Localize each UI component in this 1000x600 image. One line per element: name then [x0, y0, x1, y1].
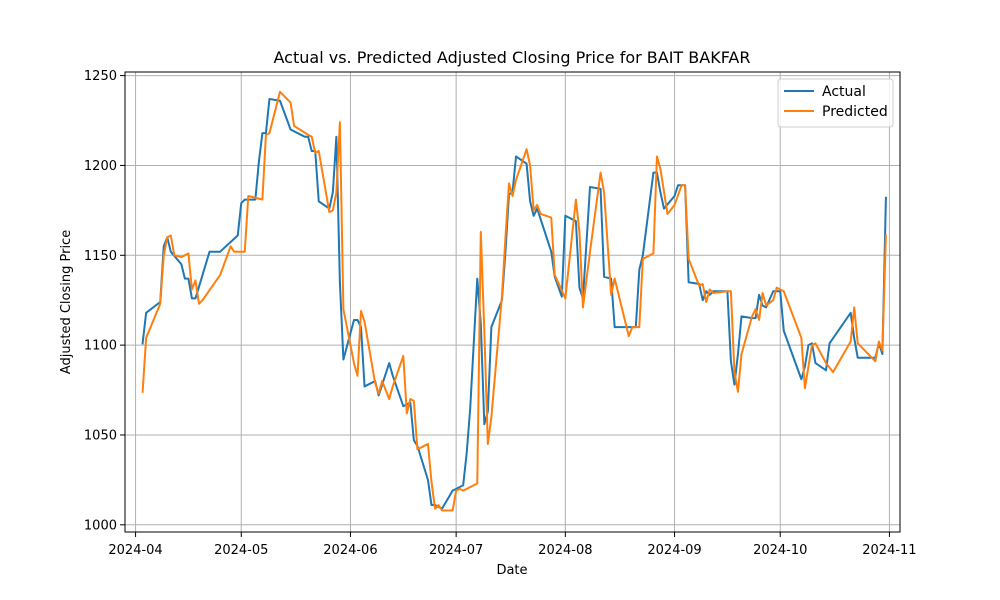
series-layer: [141, 90, 887, 512]
y-tick-label: 1000: [84, 518, 117, 533]
y-tick-label: 1100: [84, 339, 117, 354]
x-axis-label: Date: [496, 563, 527, 578]
x-tick-label: 2024-07: [429, 543, 483, 558]
x-tick-label: 2024-08: [538, 543, 592, 558]
chart-title: Actual vs. Predicted Adjusted Closing Pr…: [274, 48, 751, 67]
x-tick-label: 2024-10: [753, 543, 807, 558]
series-line-predicted: [141, 90, 887, 512]
x-tick-label: 2024-06: [323, 543, 377, 558]
x-tick-label: 2024-04: [108, 543, 162, 558]
y-tick-label: 1200: [84, 159, 117, 174]
grid: [125, 72, 900, 532]
y-axis: 1000 1050 1100 1150 1200 1250: [84, 69, 125, 533]
x-tick-label: 2024-05: [214, 543, 268, 558]
x-tick-label: 2024-11: [862, 543, 916, 558]
y-tick-label: 1150: [84, 249, 117, 264]
legend-label-predicted: Predicted: [822, 104, 888, 120]
legend-label-actual: Actual: [822, 84, 866, 100]
y-axis-label: Adjusted Closing Price: [59, 230, 74, 374]
plot-area-frame: [124, 71, 901, 533]
x-axis: 2024-04 2024-05 2024-06 2024-07 2024-08 2024-…: [108, 532, 917, 558]
legend: Actual Predicted: [777, 78, 894, 128]
y-tick-label: 1250: [84, 69, 117, 84]
x-tick-label: 2024-09: [647, 543, 701, 558]
y-tick-label: 1050: [84, 428, 117, 443]
